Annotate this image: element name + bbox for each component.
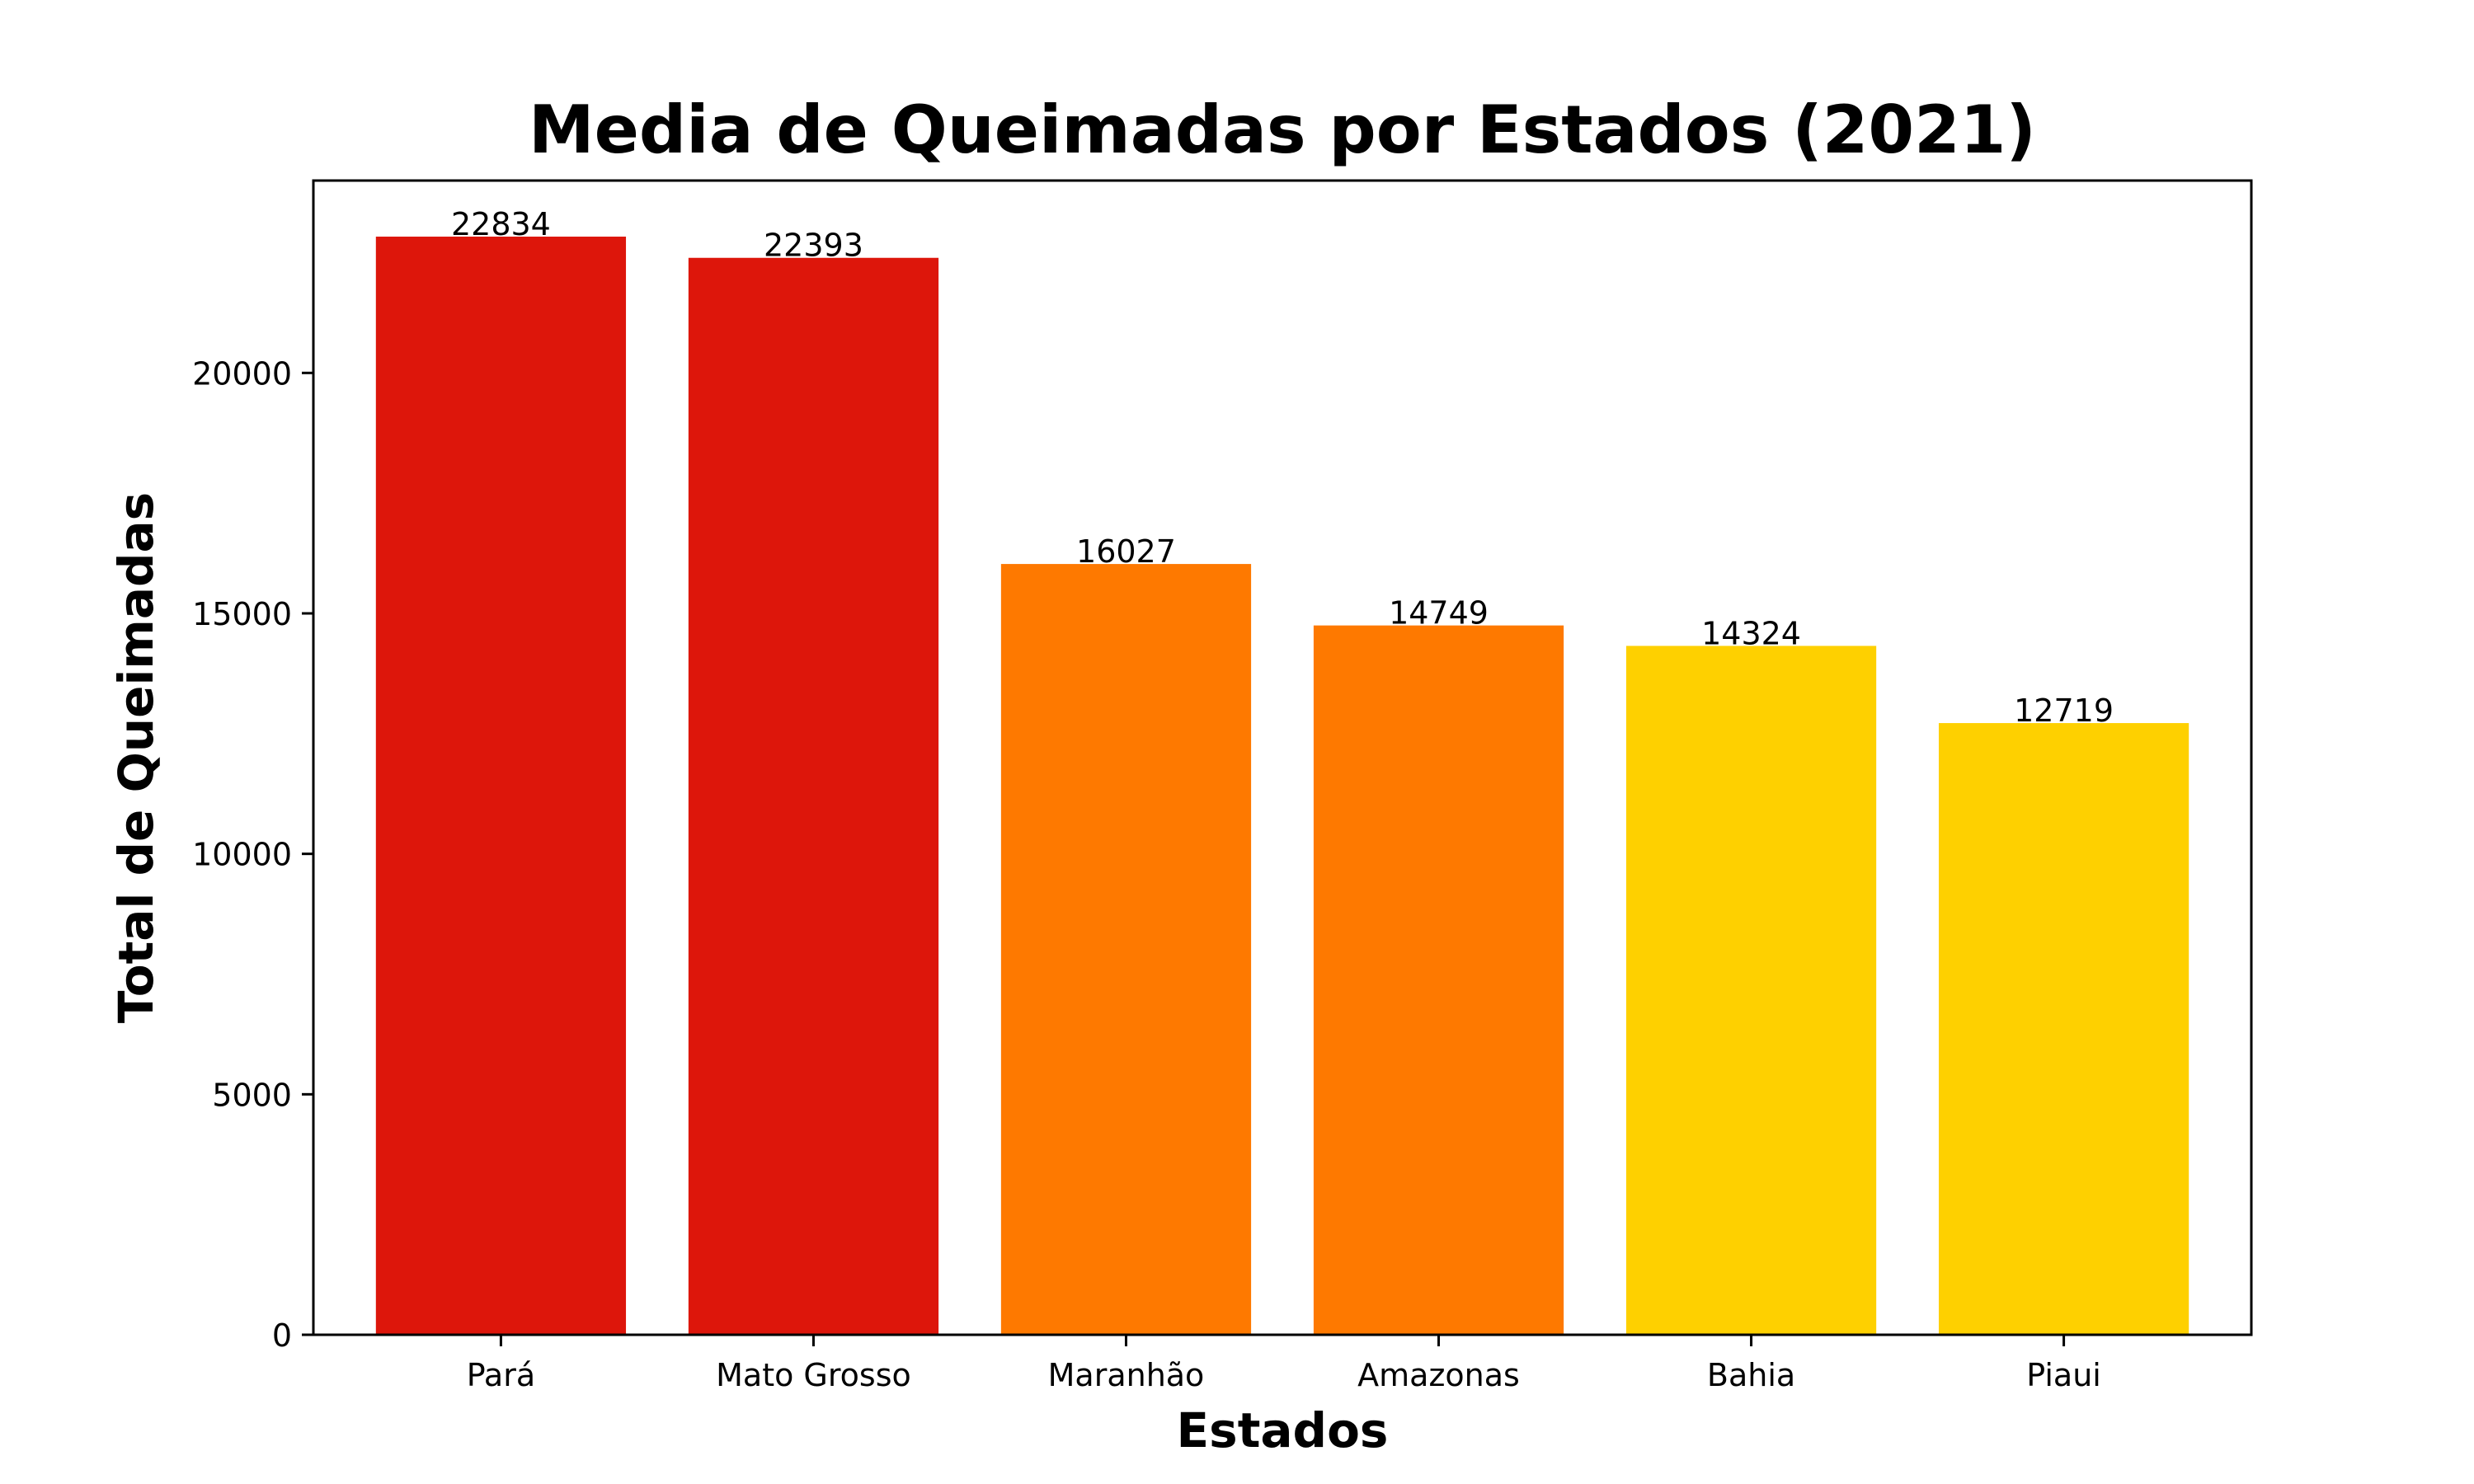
y-tick-label: 5000: [212, 1077, 292, 1113]
bar: [375, 237, 627, 1335]
chart-title: Media de Queimadas por Estados (2021): [529, 92, 2036, 168]
x-tick-label: Piaui: [2026, 1357, 2101, 1393]
y-axis-label: Total de Queimadas: [108, 492, 164, 1023]
y-tick-label: 20000: [192, 355, 292, 392]
bar-value-label: 14324: [1701, 615, 1801, 651]
x-axis-label: Estados: [1177, 1402, 1389, 1458]
plot-frame: [312, 179, 2253, 1336]
bar: [688, 257, 939, 1335]
x-tick-label: Amazonas: [1357, 1357, 1520, 1393]
x-tick-label: Mato Grosso: [716, 1357, 911, 1393]
bar: [1938, 723, 2189, 1335]
y-tick-label: 0: [272, 1317, 292, 1354]
bar-value-label: 22834: [451, 206, 551, 242]
x-axis-ticks: Pará Mato Grosso Maranhão Amazonas Bahia Piau…: [467, 1335, 2101, 1393]
x-tick-label: Pará: [467, 1357, 535, 1393]
bar: [1313, 625, 1564, 1335]
bars-group: [375, 237, 2189, 1335]
bar-value-label: 14749: [1389, 595, 1489, 632]
y-tick-label: 10000: [192, 837, 292, 873]
x-tick-label: Maranhão: [1048, 1357, 1205, 1393]
bar: [1000, 564, 1252, 1335]
bar-value-label: 22393: [764, 228, 863, 264]
bar-value-label: 16027: [1076, 533, 1176, 570]
bar-value-label: 12719: [2014, 693, 2114, 729]
y-axis-ticks: 0 5000 10000 15000 20000: [192, 355, 313, 1354]
data-labels-group: 22834 22393 16027 14749 14324 12719: [451, 206, 2114, 729]
bar: [1625, 646, 1877, 1335]
y-tick-label: 15000: [192, 596, 292, 632]
x-tick-label: Bahia: [1707, 1357, 1795, 1393]
